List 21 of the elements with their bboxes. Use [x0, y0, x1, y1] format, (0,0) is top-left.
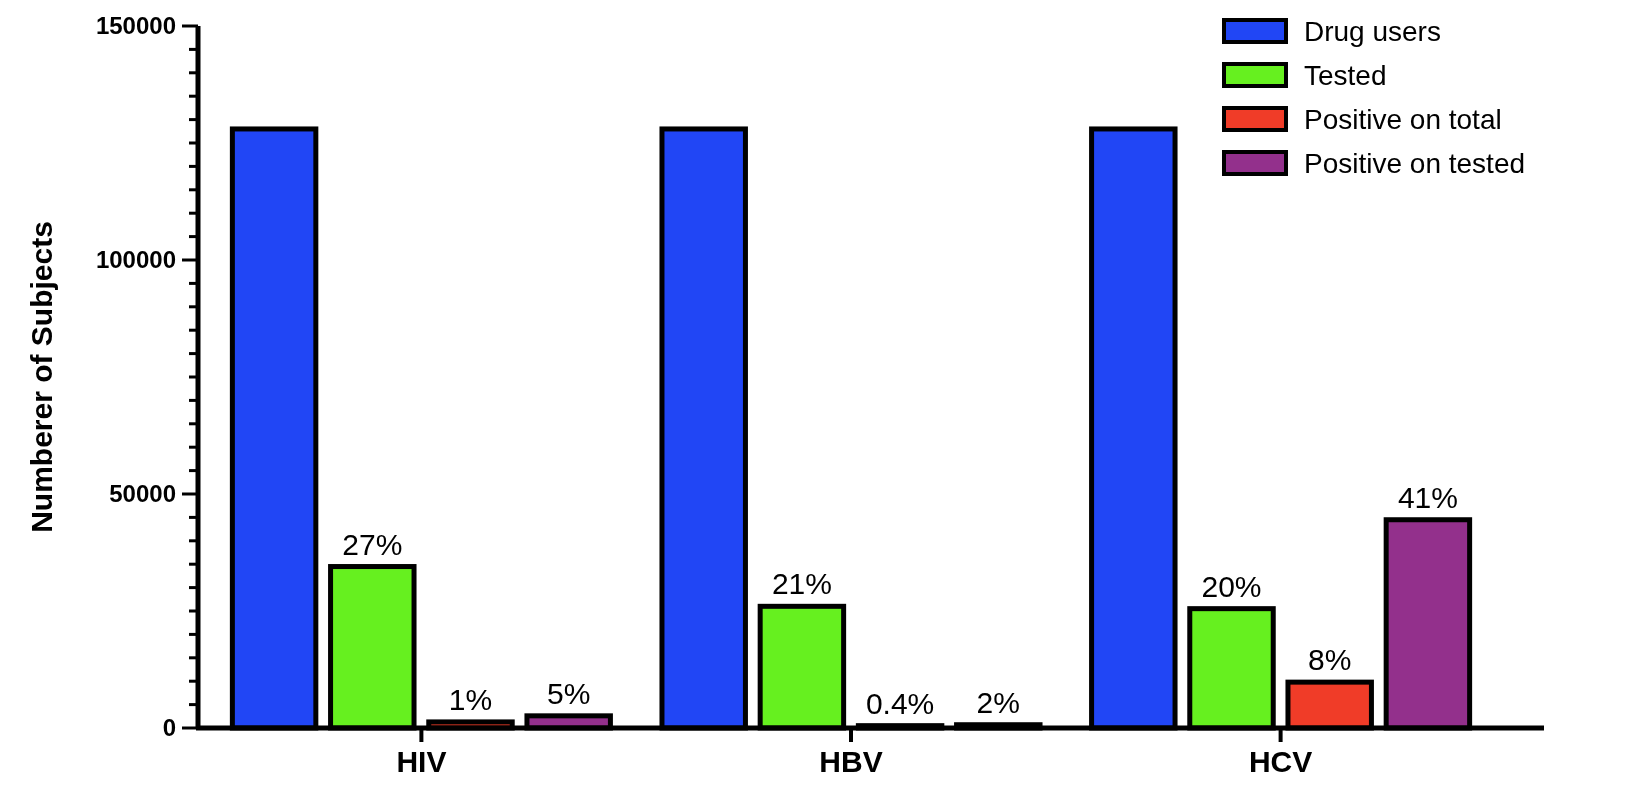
y-tick-label: 100000 — [95, 246, 176, 274]
y-tick-label: 150000 — [95, 12, 176, 40]
annotation: 41% — [1397, 480, 1458, 514]
x-tick-label: HCV — [1248, 745, 1313, 778]
legend-label: Tested — [1304, 59, 1387, 91]
x-tick-label: HBV — [819, 745, 883, 778]
legend-label: Drug users — [1304, 15, 1441, 47]
annotation: 20% — [1201, 569, 1262, 603]
annotation: 8% — [1308, 643, 1352, 677]
x-tick-label: HIV — [396, 745, 447, 778]
legend-label: Positive on total — [1304, 103, 1502, 135]
annotation: 1% — [448, 682, 493, 716]
annotation: 2% — [976, 685, 1020, 719]
legend-label: Positive on tested — [1304, 147, 1526, 179]
annotation: 27% — [342, 527, 403, 561]
annotation: 5% — [547, 676, 591, 710]
annotation: 21% — [771, 567, 832, 601]
y-tick-label: 0 — [162, 714, 176, 742]
y-tick-label: 50000 — [109, 480, 176, 508]
y-axis-title: Numberer of Subjects — [25, 221, 58, 533]
annotation: 0.4% — [865, 686, 935, 720]
